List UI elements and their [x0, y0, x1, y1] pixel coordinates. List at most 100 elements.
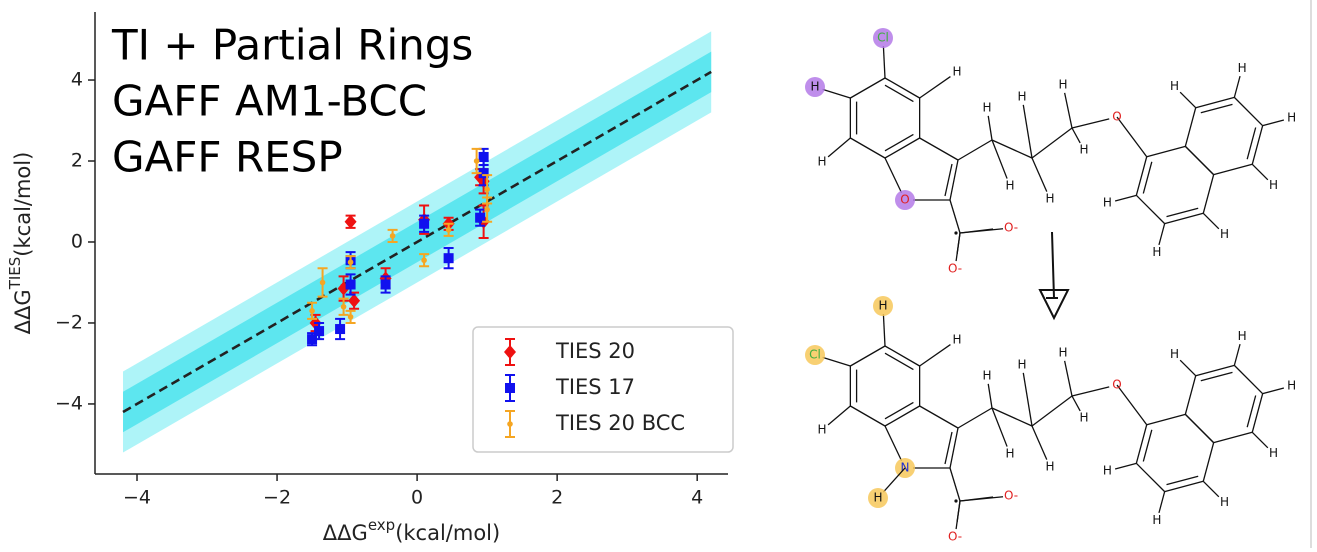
bond	[1164, 212, 1204, 225]
atom-label: H	[1170, 79, 1179, 93]
atom-label: H	[1220, 495, 1229, 509]
identity-line	[122, 70, 712, 414]
bond	[884, 77, 920, 99]
bond	[884, 401, 914, 420]
bond	[1251, 125, 1264, 165]
atom-label: Cl	[877, 31, 889, 45]
bond	[1251, 163, 1269, 181]
marker	[443, 253, 454, 264]
legend-marker	[505, 383, 515, 393]
bond	[949, 199, 961, 234]
bond	[884, 345, 920, 367]
marker	[419, 218, 430, 229]
bond	[1135, 194, 1166, 225]
bond	[919, 137, 959, 161]
bond	[1071, 118, 1110, 129]
bond	[1071, 386, 1110, 397]
marker	[340, 303, 347, 310]
bond	[1202, 480, 1220, 498]
bond	[1022, 104, 1033, 159]
bond	[850, 137, 886, 159]
bond	[991, 407, 1008, 447]
bond	[884, 352, 914, 371]
bond	[1071, 127, 1081, 144]
bond	[1146, 413, 1186, 426]
y-tick-label: 0	[71, 230, 83, 252]
xlabel: ΔΔGexp(kcal/mol)	[323, 516, 500, 546]
marker	[319, 279, 326, 286]
bond	[1262, 119, 1285, 127]
bond	[959, 228, 1004, 234]
legend-label: TIES 17	[555, 375, 635, 399]
atom-label: H	[873, 491, 882, 505]
bond	[1202, 174, 1215, 214]
bond	[1251, 393, 1264, 433]
atom-label: Cl	[809, 348, 821, 362]
ylabel-main: ΔΔG	[11, 289, 35, 334]
bond	[884, 157, 903, 194]
marker	[473, 158, 480, 164]
atom-label: O	[1112, 378, 1121, 392]
bond	[1071, 395, 1081, 412]
atom-label: O-	[1004, 489, 1018, 503]
bond	[1200, 371, 1233, 382]
atom-label: H	[1045, 460, 1054, 474]
bond	[1184, 375, 1197, 415]
bond	[884, 133, 914, 152]
bond	[1031, 127, 1073, 159]
marker	[307, 334, 318, 345]
bond	[882, 313, 886, 347]
bond	[1116, 116, 1148, 158]
bond	[850, 77, 886, 99]
atom-label: O	[1112, 110, 1121, 124]
annotation: TI + Partial Rings	[111, 21, 473, 70]
bond	[919, 76, 951, 99]
atom-label: H	[1058, 78, 1067, 92]
y-tick-label: −4	[55, 392, 83, 414]
atom-label: H	[810, 80, 819, 94]
bond	[957, 139, 993, 161]
bond	[1031, 157, 1048, 192]
atom-highlight	[873, 296, 893, 316]
atom-label: H	[1005, 447, 1014, 461]
bond	[1251, 431, 1269, 449]
bond	[949, 427, 959, 469]
bond	[1179, 359, 1197, 377]
bond	[882, 45, 886, 79]
atom-label: H	[1238, 329, 1247, 343]
atom-label: H	[952, 333, 961, 347]
bond	[1158, 491, 1166, 514]
atom-label: H	[1058, 346, 1067, 360]
bond	[1246, 395, 1257, 428]
marker	[421, 257, 427, 264]
atom-highlight	[895, 190, 915, 210]
atom-label: H	[1017, 90, 1026, 104]
bond	[991, 139, 1033, 159]
marker	[347, 259, 354, 266]
bond	[1200, 103, 1233, 114]
atom-label: H	[1103, 196, 1112, 210]
atom-highlight	[873, 28, 893, 48]
x-tick-label: −2	[263, 487, 291, 509]
annotation: GAFF AM1-BCC	[112, 77, 427, 126]
legend-marker	[504, 345, 516, 359]
bond	[1158, 223, 1166, 246]
atom-highlight	[805, 77, 825, 97]
bond	[991, 407, 1033, 427]
bond	[955, 500, 961, 530]
atom-highlight	[805, 345, 825, 365]
bond	[1022, 372, 1033, 427]
bond	[1064, 92, 1073, 129]
atom-label: H	[1170, 347, 1179, 361]
atom-label: H	[1269, 446, 1278, 460]
atom-label: H	[1269, 178, 1278, 192]
marker	[347, 314, 354, 320]
molecule: Cl H H H O O- O- O H H H H H H H H H H H H H	[805, 28, 1296, 276]
bond	[1146, 145, 1186, 158]
atom-label: H	[1045, 192, 1054, 206]
bond	[822, 356, 851, 367]
bond	[1135, 156, 1148, 196]
bond	[1179, 91, 1197, 109]
bond	[1031, 395, 1073, 427]
bond	[1184, 145, 1215, 176]
